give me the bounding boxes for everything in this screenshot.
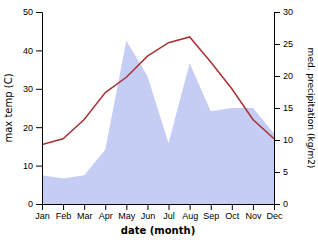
- tick: 10: [274, 135, 293, 145]
- area: [42, 41, 274, 204]
- y-axis: 0 10 20 30 40 50: [23, 7, 43, 209]
- y2-label: med. precipitation (kg/m2): [306, 48, 316, 169]
- tick-label: Jul: [163, 211, 175, 221]
- tick-label: Jan: [35, 211, 50, 221]
- tick-label: 5: [283, 167, 288, 177]
- tick-mark: [274, 12, 280, 13]
- tick-label: 10: [283, 135, 293, 145]
- tick-mark: [36, 89, 42, 90]
- tick-label: Aug: [182, 211, 198, 221]
- tick-label: Jun: [141, 211, 156, 221]
- tick: Mar: [77, 204, 93, 221]
- y-label: max temp (C): [3, 73, 14, 142]
- tick-label: Apr: [99, 211, 113, 221]
- tick-mark: [36, 166, 42, 167]
- tick-mark: [63, 204, 64, 210]
- tick: 10: [23, 161, 42, 171]
- axis-line: [275, 13, 281, 205]
- tick: 40: [23, 46, 42, 56]
- tick-label: 10: [23, 161, 33, 171]
- tick: 20: [23, 123, 42, 133]
- tick-label: Sep: [203, 211, 219, 221]
- tick: Jan: [35, 204, 50, 221]
- tick-label: 0: [28, 199, 33, 209]
- tick-label: 20: [283, 71, 293, 81]
- tick-mark: [232, 204, 233, 210]
- tick-label: 0: [283, 199, 288, 209]
- tick-label: Feb: [56, 211, 72, 221]
- tick: Aug: [182, 204, 198, 221]
- axis-line: [43, 205, 275, 211]
- tick-mark: [274, 76, 280, 77]
- tick-mark: [36, 12, 42, 13]
- tick-label: 30: [23, 84, 33, 94]
- x-axis: Jan Feb Mar Apr May Jun Jul Aug Sep Oct Nov Dec: [35, 204, 283, 221]
- tick: 5: [274, 167, 288, 177]
- tick: 0: [274, 199, 288, 209]
- tick-mark: [126, 204, 127, 210]
- chart: JanFebMarAprMayJunJulAugSepOctNovDec0102…: [0, 0, 318, 242]
- tick: 0: [28, 199, 42, 209]
- tick-mark: [105, 204, 106, 210]
- tick-label: Oct: [225, 211, 240, 221]
- tick-label: 25: [283, 39, 293, 49]
- tick: 30: [274, 7, 293, 17]
- tick-mark: [147, 204, 148, 210]
- tick-label: 20: [23, 123, 33, 133]
- tick: Oct: [225, 204, 240, 221]
- tick-label: Mar: [77, 211, 93, 221]
- tick: 50: [23, 7, 42, 17]
- tick-label: 30: [283, 7, 293, 17]
- tick-label: 40: [23, 46, 33, 56]
- tick-label: 50: [23, 7, 33, 17]
- tick: Apr: [99, 204, 113, 221]
- tick: Jun: [141, 204, 156, 221]
- tick-mark: [169, 204, 170, 210]
- tick: 25: [274, 39, 293, 49]
- tick-label: 15: [283, 103, 293, 113]
- tick: Dec: [266, 204, 283, 221]
- tick: 30: [23, 84, 42, 94]
- tick: Feb: [56, 204, 72, 221]
- marks: [42, 37, 274, 204]
- tick: Nov: [245, 204, 262, 221]
- tick-mark: [36, 204, 42, 205]
- tick-mark: [253, 204, 254, 210]
- axis-line: [36, 13, 43, 205]
- tick: Jul: [163, 204, 175, 221]
- tick-mark: [211, 204, 212, 210]
- tick-mark: [190, 204, 191, 210]
- tick: 20: [274, 71, 293, 81]
- tick-mark: [274, 108, 280, 109]
- tick-mark: [274, 44, 280, 45]
- tick-mark: [84, 204, 85, 210]
- tick-mark: [274, 172, 280, 173]
- tick-mark: [274, 140, 280, 141]
- tick-label: Dec: [266, 211, 283, 221]
- tick-mark: [36, 50, 42, 51]
- tick: Sep: [203, 204, 219, 221]
- tick: 15: [274, 103, 293, 113]
- tick-label: May: [118, 211, 136, 221]
- plot: JanFebMarAprMayJunJulAugSepOctNovDec0102…: [3, 7, 316, 236]
- tick-mark: [274, 204, 280, 205]
- tick: May: [118, 204, 136, 221]
- x-label: date (month): [121, 225, 195, 236]
- line: [42, 37, 274, 145]
- tick-mark: [36, 127, 42, 128]
- y2-axis: 0 5 10 15 20 25 30: [274, 7, 293, 209]
- tick-label: Nov: [245, 211, 262, 221]
